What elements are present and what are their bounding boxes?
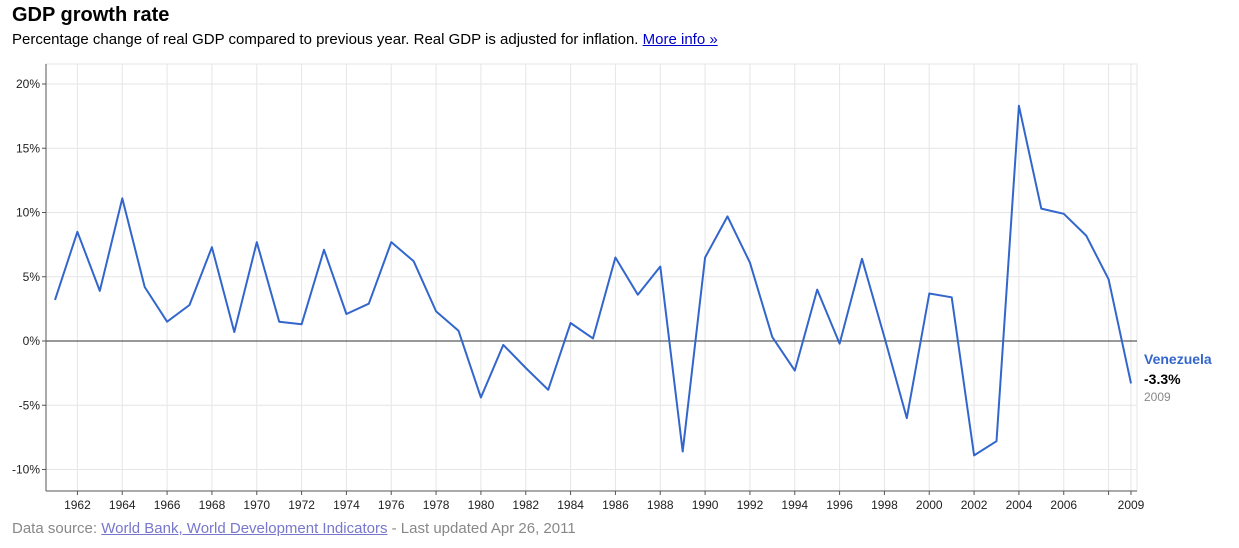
data-point[interactable] [433, 308, 439, 314]
data-point[interactable] [926, 290, 932, 296]
x-tick-label: 1980 [468, 498, 495, 512]
data-point[interactable] [187, 302, 193, 308]
data-point[interactable] [388, 239, 394, 245]
series-line-venezuela[interactable] [54, 104, 1132, 457]
data-point[interactable] [1016, 103, 1022, 109]
plot-area [45, 63, 1138, 492]
data-point[interactable] [792, 368, 798, 374]
data-point[interactable] [254, 239, 260, 245]
data-point[interactable] [702, 254, 708, 260]
data-point[interactable] [299, 321, 305, 327]
data-point[interactable] [568, 320, 574, 326]
data-point[interactable] [725, 213, 731, 219]
data-point[interactable] [612, 254, 618, 260]
data-point[interactable] [1106, 276, 1112, 282]
x-tick-label: 1990 [692, 498, 719, 512]
data-point[interactable] [657, 263, 663, 269]
end-label-layer: Venezuela -3.3% 2009 [1144, 351, 1212, 404]
data-point[interactable] [1038, 206, 1044, 212]
x-tick-label: 1986 [602, 498, 629, 512]
y-tick-label: 10% [16, 206, 40, 220]
x-tick-label: 2006 [1050, 498, 1077, 512]
x-tick-label: 1988 [647, 498, 674, 512]
x-tick-label: 2000 [916, 498, 943, 512]
data-point[interactable] [456, 328, 462, 334]
x-tick-label: 1994 [781, 498, 808, 512]
data-point[interactable] [142, 284, 148, 290]
chart-title: GDP growth rate [12, 4, 170, 26]
data-point[interactable] [949, 294, 955, 300]
axis-layer: 1962 1964 1966 1968 1970 1972 1974 1976 1978 1980… [12, 64, 1145, 512]
subtitle-text: Percentage change of real GDP compared t… [12, 31, 639, 48]
more-info-link[interactable]: More info » [642, 31, 718, 48]
data-source-link[interactable]: World Bank, World Development Indicators [101, 520, 388, 537]
x-tick-label: 1998 [871, 498, 898, 512]
data-point[interactable] [74, 229, 80, 235]
footer-suffix: - Last updated Apr 26, 2011 [391, 520, 576, 537]
x-tick-label: 2004 [1006, 498, 1033, 512]
data-point[interactable] [971, 452, 977, 458]
series-value-label: -3.3% [1144, 371, 1181, 387]
data-point[interactable] [994, 438, 1000, 444]
data-point[interactable] [590, 335, 596, 341]
x-tick-label: 1966 [154, 498, 181, 512]
y-tick-label: 20% [16, 77, 40, 91]
series-year-label: 2009 [1144, 390, 1171, 404]
data-point[interactable] [500, 342, 506, 348]
x-tick-label: 1970 [243, 498, 270, 512]
y-tick-label: 5% [23, 270, 41, 284]
data-point[interactable] [769, 334, 775, 340]
x-tick-label: 1976 [378, 498, 405, 512]
footer: Data source: World Bank, World Developme… [12, 520, 576, 537]
x-tick-label: 1962 [64, 498, 91, 512]
y-tick-label: 15% [16, 141, 40, 155]
x-tick-label: 1984 [557, 498, 584, 512]
data-point[interactable] [1128, 380, 1134, 386]
x-tick-label: 1992 [737, 498, 764, 512]
series-layer [52, 103, 1134, 458]
data-point[interactable] [343, 311, 349, 317]
data-point[interactable] [52, 297, 58, 303]
data-point[interactable] [164, 319, 170, 325]
grid-layer [45, 63, 1138, 492]
data-point[interactable] [478, 395, 484, 401]
data-point[interactable] [1083, 233, 1089, 239]
data-point[interactable] [881, 334, 887, 340]
x-tick-label: 1978 [423, 498, 450, 512]
data-point[interactable] [276, 319, 282, 325]
data-point[interactable] [814, 287, 820, 293]
x-tick-label: 1996 [826, 498, 853, 512]
x-tick-label: 2009 [1118, 498, 1145, 512]
y-tick-label: 0% [23, 334, 41, 348]
footer-prefix: Data source: [12, 520, 98, 537]
data-point[interactable] [231, 329, 237, 335]
data-point[interactable] [366, 301, 372, 307]
data-point[interactable] [837, 341, 843, 347]
data-point[interactable] [1061, 211, 1067, 217]
chart-subtitle: Percentage change of real GDP compared t… [12, 31, 718, 48]
data-point[interactable] [680, 449, 686, 455]
data-point[interactable] [859, 256, 865, 262]
data-point[interactable] [904, 415, 910, 421]
x-tick-label: 1972 [288, 498, 315, 512]
x-tick-label: 1982 [512, 498, 539, 512]
x-tick-label: 1964 [109, 498, 136, 512]
data-point[interactable] [523, 365, 529, 371]
data-point[interactable] [747, 260, 753, 266]
data-point[interactable] [545, 387, 551, 393]
data-point[interactable] [209, 244, 215, 250]
data-point[interactable] [119, 195, 125, 201]
series-name-label[interactable]: Venezuela [1144, 351, 1212, 367]
x-tick-label: 2002 [961, 498, 988, 512]
y-tick-label: -5% [19, 398, 41, 412]
y-tick-label: -10% [12, 463, 40, 477]
data-point[interactable] [321, 247, 327, 253]
data-point[interactable] [635, 292, 641, 298]
data-point[interactable] [97, 288, 103, 294]
x-tick-label: 1974 [333, 498, 360, 512]
data-point[interactable] [411, 258, 417, 264]
x-tick-label: 1968 [199, 498, 226, 512]
